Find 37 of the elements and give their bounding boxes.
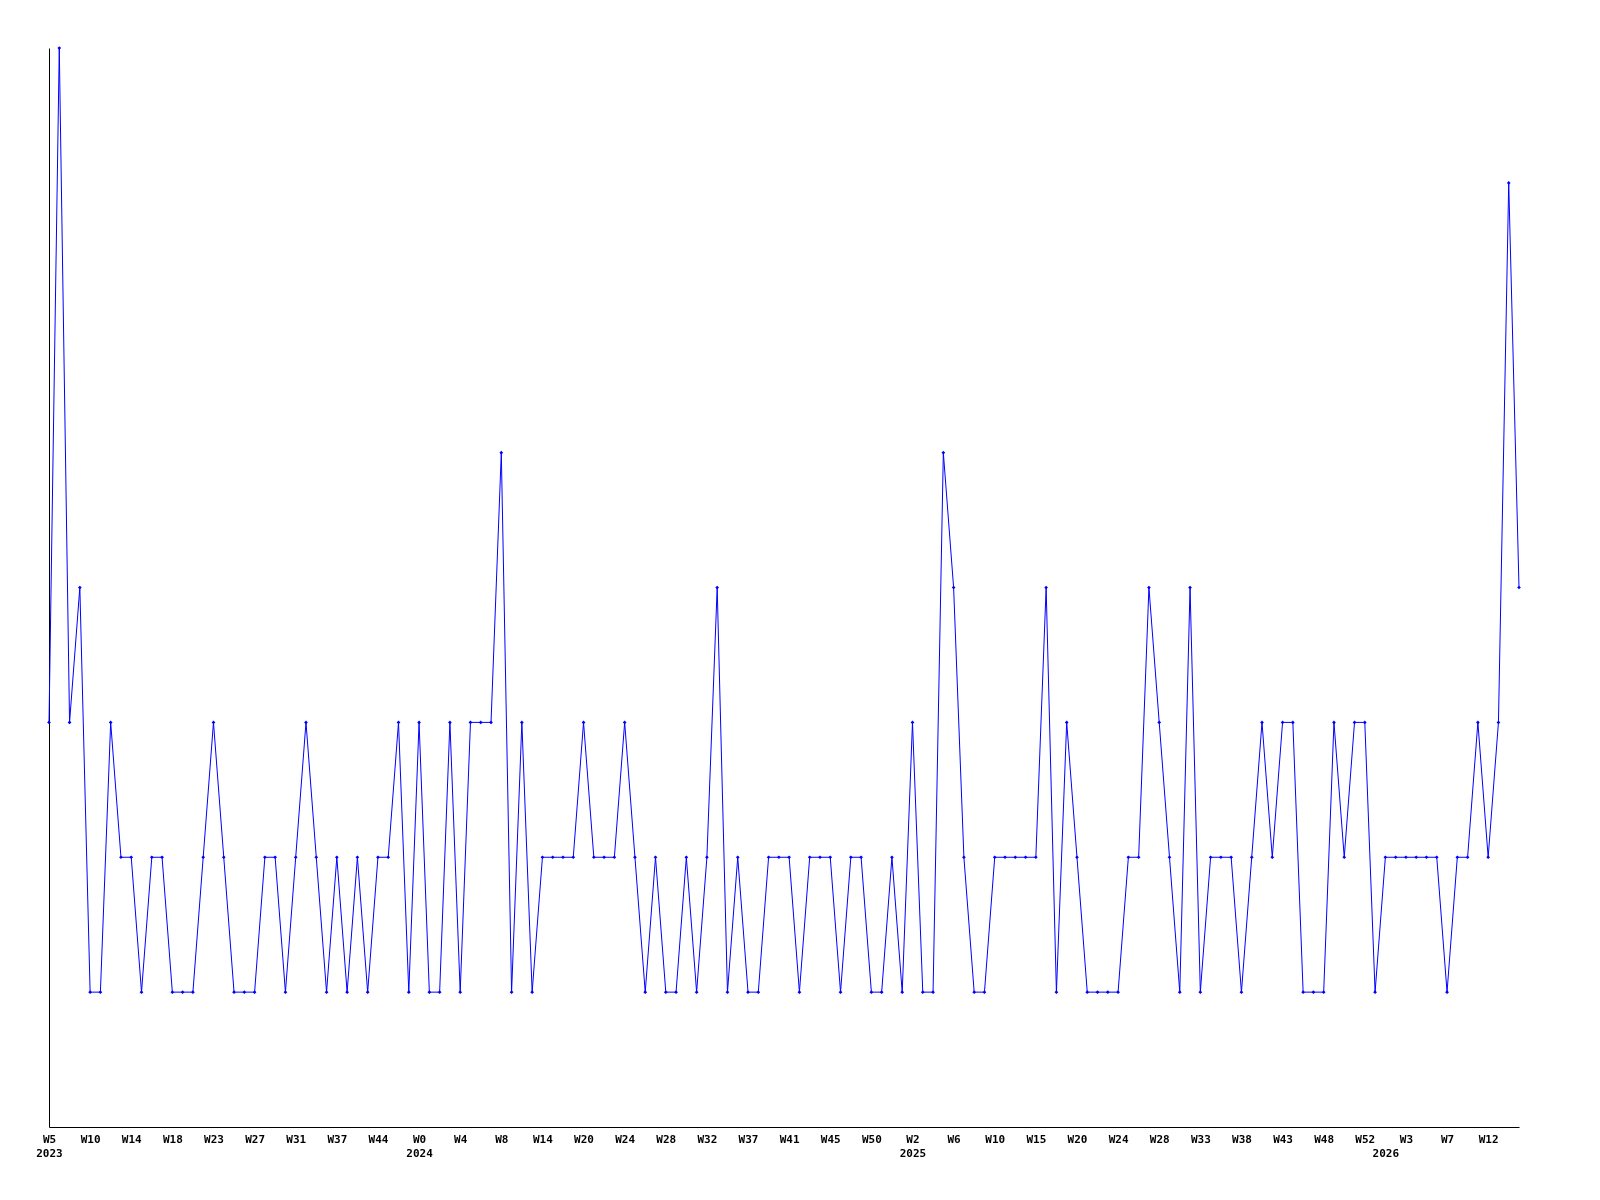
x-tick-label: W7 xyxy=(1440,1132,1455,1146)
x-tick-label: W12 xyxy=(1478,1132,1499,1146)
x-tick-label: W20 xyxy=(574,1132,594,1146)
x-tick-label: 2026 xyxy=(1372,1146,1400,1160)
x-tick-label: W6 xyxy=(947,1132,962,1146)
x-tick-label: W14 xyxy=(532,1132,554,1146)
x-tick-label: W15 xyxy=(1026,1132,1047,1146)
x-tick-label: W5 2023 xyxy=(36,1132,63,1160)
x-tick-label: W31 xyxy=(286,1132,307,1146)
x-tick-label: W4 xyxy=(454,1132,468,1146)
x-tick-label: W20 xyxy=(1067,1132,1088,1146)
x-tick-label: W14 xyxy=(121,1132,143,1146)
x-tick-label: W0 2024 xyxy=(406,1132,434,1160)
x-tick-label: W44 xyxy=(368,1132,389,1146)
x-tick-label: W3 xyxy=(1399,1132,1414,1146)
x-tick-label: W24 xyxy=(1108,1132,1129,1146)
x-tick-label: W18 xyxy=(162,1132,183,1146)
x-tick-label: W28 xyxy=(1149,1132,1170,1146)
x-tick-label: W32 xyxy=(697,1132,718,1146)
x-tick-label: W52 xyxy=(1355,1132,1376,1146)
x-tick-label: W27 xyxy=(245,1132,266,1146)
x-tick-label: W33 xyxy=(1190,1132,1211,1146)
x-tick-label: W37 xyxy=(738,1132,759,1146)
x-tick-label: W41 xyxy=(779,1132,800,1146)
x-tick-label: W45 xyxy=(820,1132,841,1146)
x-tick-label: W37 xyxy=(327,1132,348,1146)
x-tick-label: W43 xyxy=(1273,1132,1293,1146)
x-tick-label: W8 xyxy=(495,1132,509,1146)
x-tick-label: W38 xyxy=(1232,1132,1252,1146)
x-tick-label: W28 xyxy=(656,1132,677,1146)
x-tick-label: W24 xyxy=(615,1132,636,1146)
x-tick-label: W48 xyxy=(1314,1132,1335,1146)
x-tick-label: W23 xyxy=(204,1132,224,1146)
x-tick-label: W10 xyxy=(80,1132,101,1146)
x-tick-label: W50 xyxy=(861,1132,882,1146)
x-tick-label: W2 2025 xyxy=(899,1132,927,1160)
x-tick-label: W10 xyxy=(985,1132,1006,1146)
